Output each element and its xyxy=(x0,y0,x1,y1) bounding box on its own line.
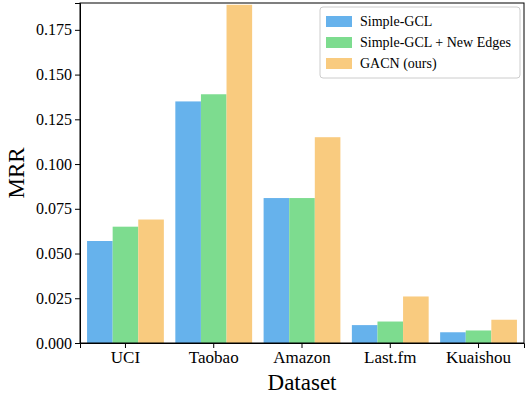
y-tick: 0.150 xyxy=(36,66,80,83)
legend-label: Simple-GCL xyxy=(360,14,432,29)
x-tick: Taobao xyxy=(189,343,239,367)
x-tick-label: Taobao xyxy=(189,348,239,367)
x-tick-label: Kuaishou xyxy=(446,348,512,367)
bar xyxy=(440,332,466,343)
frame xyxy=(80,3,524,343)
x-tick: UCI xyxy=(111,343,141,367)
plot: 0.000 0.025 0.050 0.075 0.100 0.125 0.150 0.175… xyxy=(36,3,525,367)
y-tick-label: 0.050 xyxy=(36,245,72,262)
x-axis: UCI Taobao Amazon Last.fm Kuaishou xyxy=(81,343,525,367)
x-axis-title: Dataset xyxy=(268,370,338,395)
bar xyxy=(352,325,378,343)
y-tick: 0.075 xyxy=(36,200,80,217)
y-tick-mark xyxy=(75,343,80,344)
legend-swatch xyxy=(326,58,352,69)
bar xyxy=(201,94,227,343)
y-tick-label: 0.025 xyxy=(36,290,72,307)
y-axis: 0.000 0.025 0.050 0.075 0.100 0.125 0.150 0.175 xyxy=(36,4,81,352)
x-tick: Last.fm xyxy=(364,343,416,367)
y-tick-mark xyxy=(75,298,80,299)
y-tick-mark xyxy=(75,164,80,165)
x-tick: Amazon xyxy=(273,343,331,367)
bar xyxy=(264,198,290,343)
legend-label: Simple-GCL + New Edges xyxy=(360,35,511,50)
y-tick: 0.050 xyxy=(36,245,80,262)
bar xyxy=(289,198,315,343)
y-tick-mark xyxy=(75,119,80,120)
y-tick: 0.100 xyxy=(36,156,80,173)
bar xyxy=(138,220,164,343)
x-tick: Kuaishou xyxy=(446,343,512,367)
chart: 0.000 0.025 0.050 0.075 0.100 0.125 0.150 0.175… xyxy=(0,0,530,396)
legend: Simple-GCL Simple-GCL + New Edges GACN (ou… xyxy=(320,7,520,78)
legend-swatch xyxy=(326,16,352,27)
y-tick-label: 0.000 xyxy=(36,335,72,352)
y-tick: 0.000 xyxy=(36,335,80,352)
x-tick-label: Amazon xyxy=(273,348,331,367)
y-tick-mark xyxy=(75,209,80,210)
y-tick-mark xyxy=(75,254,80,255)
bar xyxy=(175,101,201,343)
y-tick-label: 0.100 xyxy=(36,156,72,173)
y-tick-label: 0.075 xyxy=(36,200,72,217)
legend-box xyxy=(320,7,520,78)
legend-item: GACN (ours) xyxy=(326,56,437,72)
y-tick-label: 0.125 xyxy=(36,111,72,128)
legend-item: Simple-GCL xyxy=(326,14,432,29)
y-tick-label: 0.175 xyxy=(36,21,72,38)
y-tick-mark xyxy=(75,30,80,31)
y-tick-label: 0.150 xyxy=(36,66,72,83)
bar xyxy=(377,322,403,343)
bar xyxy=(227,5,253,343)
x-tick-label: UCI xyxy=(111,348,141,367)
y-tick-mark xyxy=(75,75,80,76)
bar xyxy=(113,227,139,343)
y-tick: 0.025 xyxy=(36,290,80,307)
x-tick-label: Last.fm xyxy=(364,348,416,367)
bar xyxy=(491,320,517,343)
y-tick: 0.175 xyxy=(36,21,80,38)
bar xyxy=(315,137,341,343)
y-tick: 0.125 xyxy=(36,111,80,128)
legend-swatch xyxy=(326,37,352,48)
bar xyxy=(403,296,429,343)
y-axis-title: MRR xyxy=(4,147,29,199)
legend-item: Simple-GCL + New Edges xyxy=(326,35,511,50)
y-axis-line xyxy=(75,4,81,344)
bar xyxy=(466,330,492,343)
bar xyxy=(87,241,113,343)
legend-label: GACN (ours) xyxy=(360,56,437,72)
